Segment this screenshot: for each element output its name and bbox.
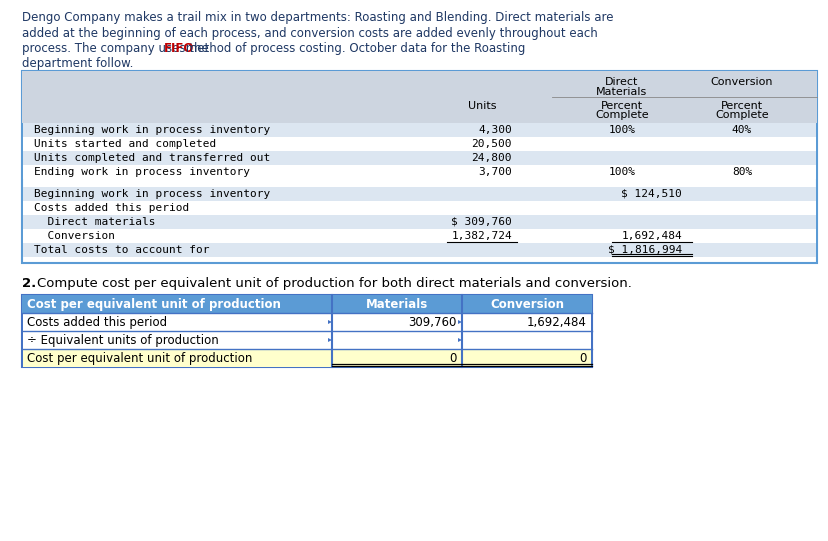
Text: Percent: Percent <box>720 101 762 111</box>
Text: 100%: 100% <box>608 167 635 177</box>
Text: Direct materials: Direct materials <box>34 217 156 227</box>
Text: Costs added this period: Costs added this period <box>27 316 167 329</box>
Text: Total costs to account for: Total costs to account for <box>34 245 209 255</box>
Text: 80%: 80% <box>731 167 751 177</box>
Text: Units started and completed: Units started and completed <box>34 139 216 149</box>
Bar <box>22 71 816 263</box>
Text: Percent: Percent <box>600 101 643 111</box>
Text: Direct: Direct <box>604 77 638 87</box>
Text: Costs added this period: Costs added this period <box>34 203 189 213</box>
Text: 1,692,484: 1,692,484 <box>620 231 681 241</box>
Text: 24,800: 24,800 <box>471 153 512 163</box>
Text: Conversion: Conversion <box>489 298 563 311</box>
Text: Cost per equivalent unit of production: Cost per equivalent unit of production <box>27 352 252 365</box>
Text: Conversion: Conversion <box>710 77 773 87</box>
Text: 4,300: 4,300 <box>478 125 512 135</box>
Text: 1,692,484: 1,692,484 <box>527 316 586 329</box>
Bar <box>23 123 815 137</box>
Text: ÷ Equivalent units of production: ÷ Equivalent units of production <box>27 334 219 347</box>
Text: 309,760: 309,760 <box>408 316 456 329</box>
Text: added at the beginning of each process, and conversion costs are added evenly th: added at the beginning of each process, … <box>22 27 597 39</box>
Text: 100%: 100% <box>608 125 635 135</box>
Text: method of process costing. October data for the Roasting: method of process costing. October data … <box>182 42 525 55</box>
Bar <box>23 243 815 257</box>
Text: Cost per equivalent unit of production: Cost per equivalent unit of production <box>27 298 281 311</box>
Text: Dengo Company makes a trail mix in two departments: Roasting and Blending. Direc: Dengo Company makes a trail mix in two d… <box>22 11 613 24</box>
Text: 40%: 40% <box>731 125 751 135</box>
Text: Complete: Complete <box>715 110 768 120</box>
Bar <box>22 295 591 367</box>
Text: FIFO: FIFO <box>163 42 194 55</box>
Polygon shape <box>328 320 331 324</box>
Bar <box>23 349 590 367</box>
Text: process. The company uses the: process. The company uses the <box>22 42 212 55</box>
Bar <box>23 331 590 349</box>
Text: Conversion: Conversion <box>34 231 115 241</box>
Text: Units completed and transferred out: Units completed and transferred out <box>34 153 270 163</box>
Text: Beginning work in process inventory: Beginning work in process inventory <box>34 125 270 135</box>
Text: department follow.: department follow. <box>22 57 133 70</box>
Text: 0: 0 <box>449 352 456 365</box>
Text: Materials: Materials <box>365 298 427 311</box>
Bar <box>23 187 815 201</box>
Text: Units: Units <box>467 101 496 111</box>
Text: $ 309,760: $ 309,760 <box>450 217 512 227</box>
Text: Complete: Complete <box>595 110 648 120</box>
Polygon shape <box>457 338 461 342</box>
Text: Compute cost per equivalent unit of production for both direct materials and con: Compute cost per equivalent unit of prod… <box>37 277 631 290</box>
Polygon shape <box>457 320 461 324</box>
Bar <box>23 201 815 215</box>
Bar <box>22 295 591 313</box>
Bar <box>23 151 815 165</box>
Bar <box>23 229 815 243</box>
Bar <box>22 71 816 123</box>
Polygon shape <box>328 338 331 342</box>
Text: 0: 0 <box>579 352 586 365</box>
Bar <box>23 137 815 151</box>
Bar <box>23 313 590 331</box>
Text: 2.: 2. <box>22 277 36 290</box>
Text: $ 124,510: $ 124,510 <box>620 189 681 199</box>
Text: 1,382,724: 1,382,724 <box>450 231 512 241</box>
Bar <box>23 165 815 179</box>
Text: 3,700: 3,700 <box>478 167 512 177</box>
Text: Ending work in process inventory: Ending work in process inventory <box>34 167 250 177</box>
Text: $ 1,816,994: $ 1,816,994 <box>607 245 681 255</box>
Text: Beginning work in process inventory: Beginning work in process inventory <box>34 189 270 199</box>
Text: 20,500: 20,500 <box>471 139 512 149</box>
Bar <box>23 215 815 229</box>
Text: Materials: Materials <box>595 87 647 97</box>
